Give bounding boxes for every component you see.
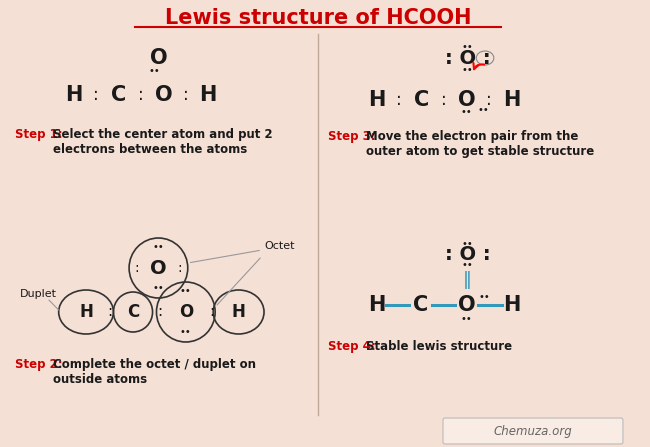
Text: C: C bbox=[127, 303, 139, 321]
Text: ••: •• bbox=[462, 260, 473, 270]
Text: :: : bbox=[441, 91, 447, 109]
Text: : O :: : O : bbox=[445, 49, 490, 67]
Text: O: O bbox=[179, 303, 193, 321]
Text: C: C bbox=[414, 90, 429, 110]
Text: Step 2:: Step 2: bbox=[15, 358, 62, 371]
Text: O: O bbox=[458, 295, 475, 315]
Text: ••: •• bbox=[180, 286, 192, 296]
Text: : O :: : O : bbox=[445, 245, 490, 265]
Text: ••: •• bbox=[462, 239, 473, 249]
Text: Step 3:: Step 3: bbox=[328, 130, 375, 143]
Text: C: C bbox=[111, 85, 126, 105]
Text: ••: •• bbox=[149, 66, 161, 76]
Text: :: : bbox=[135, 261, 139, 275]
Text: Octet: Octet bbox=[264, 241, 294, 251]
Text: :: : bbox=[93, 86, 99, 104]
Text: :: : bbox=[138, 86, 144, 104]
Text: :: : bbox=[210, 304, 215, 320]
Text: ••: •• bbox=[461, 107, 473, 117]
Text: ••: •• bbox=[180, 327, 192, 337]
Text: H: H bbox=[502, 90, 520, 110]
Text: C: C bbox=[413, 295, 428, 315]
FancyBboxPatch shape bbox=[443, 418, 623, 444]
Text: Step 1:: Step 1: bbox=[15, 128, 62, 141]
Text: H: H bbox=[502, 295, 520, 315]
Text: ••: •• bbox=[477, 105, 489, 115]
Text: :: : bbox=[396, 91, 402, 109]
Text: Chemuza.org: Chemuza.org bbox=[493, 425, 573, 438]
Text: H: H bbox=[368, 90, 385, 110]
Text: :: : bbox=[177, 261, 182, 275]
Text: H: H bbox=[368, 295, 385, 315]
Text: Step 4:: Step 4: bbox=[328, 340, 375, 353]
Text: :: : bbox=[486, 91, 492, 109]
Text: H: H bbox=[200, 85, 217, 105]
Text: H: H bbox=[231, 303, 246, 321]
Text: O: O bbox=[155, 85, 172, 105]
Text: :: : bbox=[157, 304, 162, 320]
Text: Duplet: Duplet bbox=[20, 289, 57, 299]
Text: ‖: ‖ bbox=[463, 271, 472, 289]
Text: ••: •• bbox=[478, 292, 490, 302]
Text: :: : bbox=[107, 304, 112, 320]
Text: ••: •• bbox=[462, 42, 473, 52]
Text: O: O bbox=[150, 48, 167, 68]
Text: :: : bbox=[183, 86, 188, 104]
Text: H: H bbox=[64, 85, 82, 105]
Text: ••: •• bbox=[461, 314, 473, 324]
Text: Move the electron pair from the
outer atom to get stable structure: Move the electron pair from the outer at… bbox=[366, 130, 594, 158]
Text: H: H bbox=[79, 303, 93, 321]
Text: Complete the octet / duplet on
outside atoms: Complete the octet / duplet on outside a… bbox=[53, 358, 256, 386]
Text: Lewis structure of HCOOH: Lewis structure of HCOOH bbox=[164, 8, 471, 28]
Text: Stable lewis structure: Stable lewis structure bbox=[366, 340, 512, 353]
Text: ••: •• bbox=[153, 242, 164, 252]
Text: O: O bbox=[458, 90, 475, 110]
Text: O: O bbox=[150, 258, 167, 278]
Text: ••: •• bbox=[153, 283, 164, 293]
Text: Select the center atom and put 2
electrons between the atoms: Select the center atom and put 2 electro… bbox=[53, 128, 272, 156]
Text: ••: •• bbox=[462, 65, 473, 75]
